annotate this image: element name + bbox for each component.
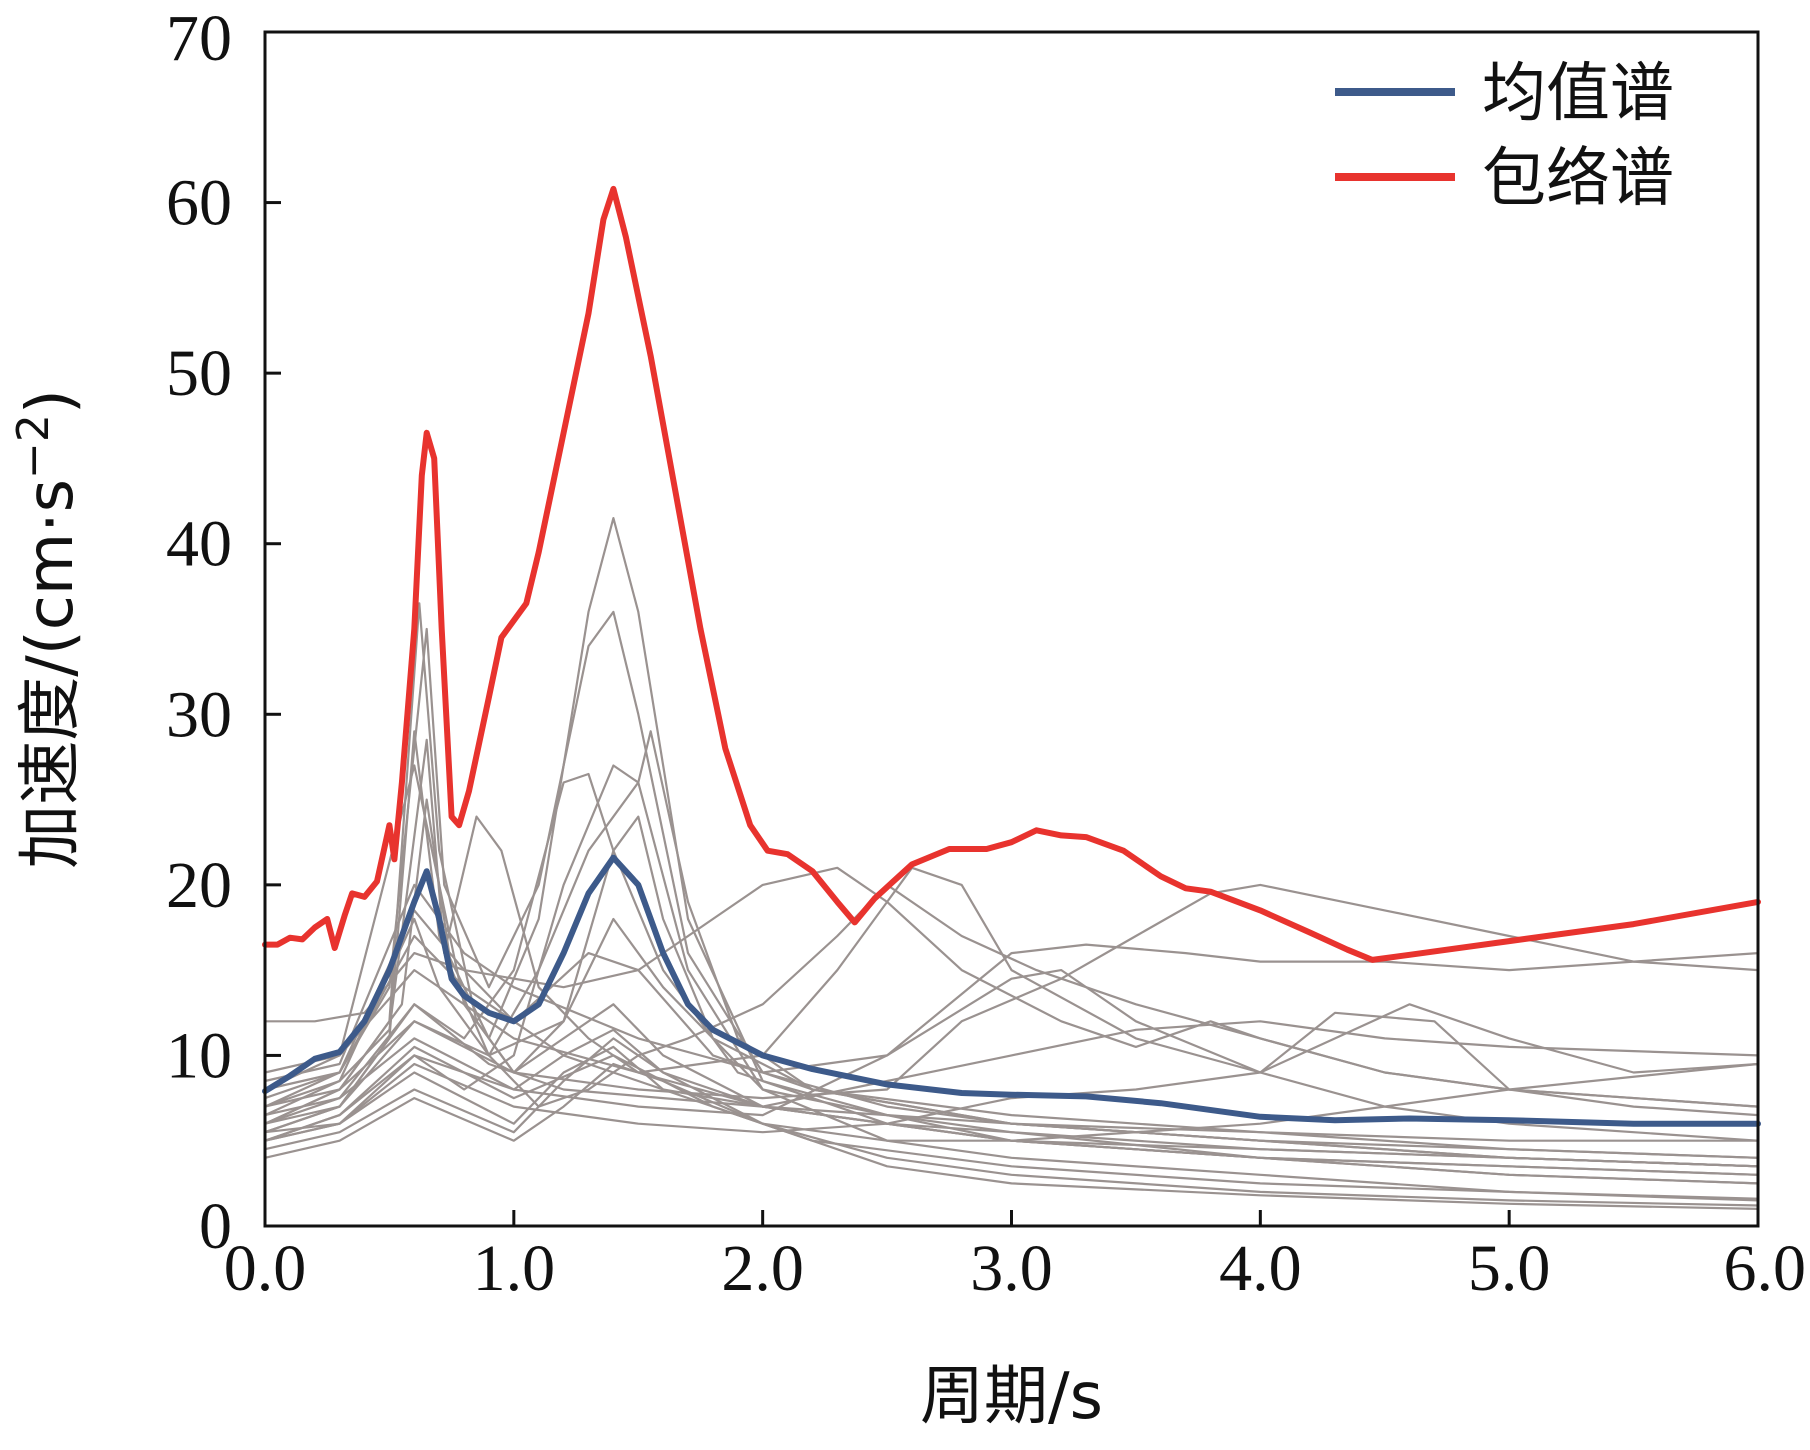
- y-tick-label: 0: [199, 1190, 232, 1263]
- x-tick-label: 0.0: [224, 1232, 307, 1305]
- x-tick-label: 6.0: [1724, 1232, 1807, 1305]
- y-tick-label: 70: [166, 2, 232, 75]
- record-spectrum-line-19: [264, 1028, 1759, 1168]
- record-spectrum-line-3: [264, 517, 1759, 1185]
- y-tick-label: 60: [166, 167, 232, 240]
- y-axis-title-superscript: −2: [8, 414, 59, 479]
- record-spectrum-line-11: [264, 883, 1759, 1083]
- summary-spectra-group: [262, 185, 1761, 1127]
- y-tick-label: 10: [166, 1019, 232, 1092]
- y-axis-title-suffix: ): [14, 389, 88, 414]
- y-tick-label: 20: [166, 849, 232, 922]
- y-axis-title: 加速度/(cm·s−2): [8, 389, 88, 869]
- record-spectrum-line-5: [264, 738, 1759, 1176]
- x-tick-label: 1.0: [473, 1232, 556, 1305]
- legend-label-envelope-spectrum: 包络谱: [1482, 142, 1674, 216]
- record-spectrum-line-20: [264, 1045, 1759, 1200]
- y-axis-title-prefix: 加速度/(cm·s: [14, 479, 88, 869]
- legend-label-mean-spectrum: 均值谱: [1482, 57, 1674, 131]
- record-spectrum-line-21: [264, 934, 1759, 1159]
- record-spectrum-line-13: [264, 969, 1759, 1142]
- record-spectrum-line-8: [264, 764, 1759, 1202]
- record-spectrum-line-6: [264, 730, 1759, 1168]
- record-spectrum-line-12: [264, 883, 1759, 1125]
- record-spectrum-line-22: [264, 798, 1759, 1185]
- envelope-spectrum-line: [262, 185, 1761, 963]
- y-tick-label: 50: [166, 337, 232, 410]
- mean-spectrum-line: [262, 854, 1761, 1127]
- record-spectra-group: [264, 517, 1759, 1210]
- legend: 均值谱 包络谱: [1335, 57, 1674, 216]
- y-tick-label: 30: [166, 678, 232, 751]
- record-spectrum-line-23: [264, 764, 1759, 1159]
- x-tick-label: 3.0: [970, 1232, 1053, 1305]
- x-axis-title: 周期/s: [920, 1360, 1103, 1434]
- y-tick-label: 40: [166, 508, 232, 581]
- axis-ticks-group: 0.0 1.0 2.0 3.0 4.0 5.0 6.0 0 10 20 30 40 50 60 70: [166, 2, 1806, 1305]
- x-tick-label: 2.0: [721, 1232, 804, 1305]
- record-spectrum-line-24: [264, 1003, 1759, 1134]
- record-spectrum-line-15: [264, 1011, 1759, 1134]
- x-tick-label: 5.0: [1468, 1232, 1551, 1305]
- record-spectrum-line-16: [264, 1045, 1759, 1142]
- x-tick-label: 4.0: [1219, 1232, 1302, 1305]
